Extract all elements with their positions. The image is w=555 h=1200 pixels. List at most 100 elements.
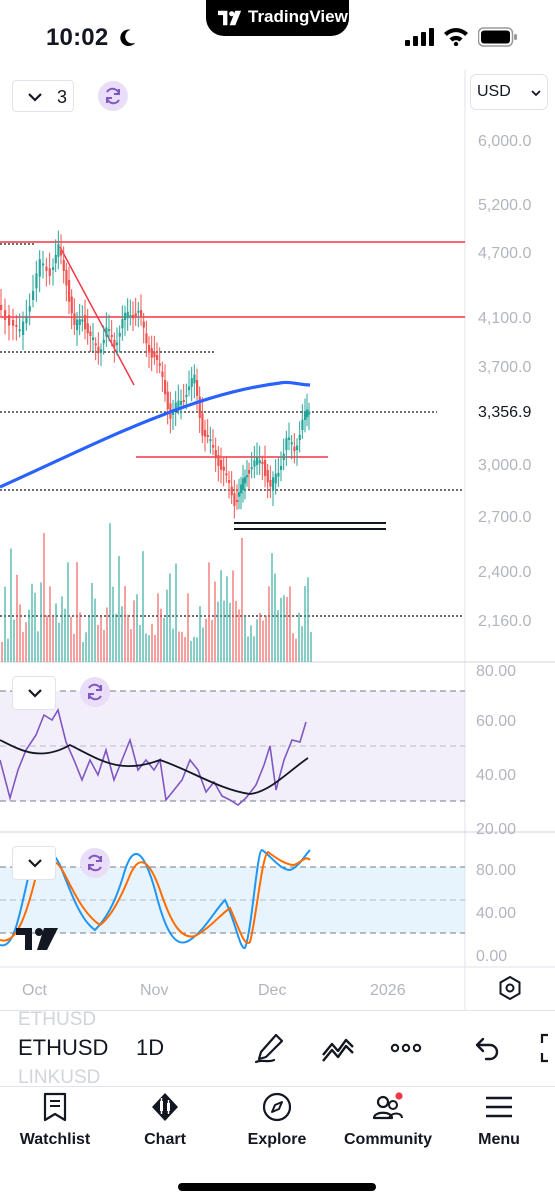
candle-body — [8, 315, 11, 326]
stoch-tick-label: 40.00 — [476, 905, 516, 922]
candle-body — [164, 380, 167, 395]
volume-bar — [49, 586, 51, 662]
pen-icon[interactable] — [252, 1031, 288, 1065]
battery-icon — [478, 27, 517, 47]
time-axis[interactable]: Oct Nov Dec 2026 — [22, 982, 406, 999]
candle-body — [45, 266, 48, 271]
volume-bar — [181, 631, 183, 662]
price-tick-label: 4,100.0 — [478, 310, 531, 327]
candle-body — [166, 391, 169, 410]
currency-select[interactable]: USD — [470, 74, 548, 110]
nav-chart[interactable]: Chart — [110, 1091, 220, 1161]
volume-bar — [280, 597, 282, 662]
price-axis[interactable]: 6,000.0 5,200.0 4,700.0 4,100.0 3,700.0 3,000… — [478, 133, 531, 630]
nav-label: Menu — [478, 1131, 520, 1148]
rsi-axis: 80.00 60.00 40.00 20.00 — [476, 663, 516, 838]
candle-body — [110, 335, 113, 337]
chevron-down-icon — [531, 90, 541, 97]
time-tick-label: Nov — [140, 982, 168, 999]
symbol-ghost-next[interactable]: LINKUSD — [18, 1067, 101, 1088]
wifi-icon — [444, 28, 468, 46]
chart-settings-hexagon-icon[interactable] — [496, 974, 524, 1002]
candle-body — [18, 329, 21, 332]
volume-bar — [151, 623, 153, 662]
candlesticks[interactable] — [0, 230, 311, 519]
rsi-tick-label: 60.00 — [476, 713, 516, 730]
price-tick-label: 5,200.0 — [478, 197, 531, 214]
volume-bar — [211, 619, 213, 662]
volume-bar — [91, 582, 93, 662]
indicator-icon[interactable] — [320, 1031, 356, 1065]
nav-explore[interactable]: Explore — [222, 1091, 332, 1161]
stoch-collapse-toggle[interactable] — [12, 846, 56, 880]
tradingview-logo-icon — [218, 10, 242, 26]
candle-body — [264, 460, 267, 476]
volume-bar — [196, 637, 198, 662]
volume-bar — [16, 574, 18, 662]
fullscreen-icon[interactable] — [532, 1031, 555, 1065]
price-tick-label: 3,000.0 — [478, 457, 531, 474]
app-pill-label: TradingView — [248, 7, 348, 26]
candle-body — [174, 402, 177, 412]
candle-body — [89, 331, 92, 337]
candle-body — [250, 467, 253, 470]
symbol-name[interactable]: ETHUSD — [18, 1035, 109, 1060]
candle-body — [280, 465, 283, 470]
interval-button[interactable]: 1D — [136, 1035, 165, 1060]
candle-body — [204, 430, 207, 437]
candle-body — [290, 442, 293, 445]
candle-body — [304, 412, 307, 420]
candle-body — [196, 380, 199, 396]
stoch-refresh-button[interactable] — [80, 848, 110, 878]
candle-body — [102, 339, 105, 344]
volume-bar — [307, 577, 309, 662]
candle-body — [134, 313, 137, 318]
indicator-collapse-toggle[interactable]: 3 — [12, 80, 74, 112]
candle-body — [132, 315, 135, 319]
nav-community[interactable]: Community — [333, 1091, 443, 1161]
price-tick-label: 3,700.0 — [478, 359, 531, 376]
volume-bar — [145, 633, 147, 662]
symbol-ghost-prev[interactable]: ETHUSD — [18, 1009, 97, 1030]
candle-body — [293, 446, 296, 452]
candle-body — [236, 500, 239, 502]
nav-menu[interactable]: Menu — [444, 1091, 554, 1161]
volume-bar — [238, 609, 240, 662]
nav-watchlist[interactable]: Watchlist — [0, 1091, 110, 1161]
price-tick-label: 4,700.0 — [478, 245, 531, 262]
undo-icon[interactable] — [468, 1031, 504, 1065]
rsi-refresh-button[interactable] — [80, 677, 110, 707]
candle-body — [156, 355, 159, 360]
volume-bar — [271, 553, 273, 662]
rsi-line — [0, 707, 307, 806]
chart-icon — [152, 1093, 178, 1121]
candle-body — [126, 311, 129, 319]
candle-body — [228, 480, 231, 483]
candle-body — [113, 340, 116, 347]
volume-bar — [46, 615, 48, 662]
candle-body — [308, 411, 311, 415]
refresh-button[interactable] — [98, 81, 128, 111]
volume-bar — [241, 537, 243, 662]
candle-body — [220, 460, 223, 470]
candle-body — [269, 480, 272, 487]
volume-bar — [94, 598, 96, 662]
volume-bar — [31, 583, 33, 662]
chart-canvas[interactable]: 6,000.0 5,200.0 4,700.0 4,100.0 3,700.0 3,000… — [0, 70, 555, 1030]
chart-area[interactable]: 6,000.0 5,200.0 4,700.0 4,100.0 3,700.0 3,000… — [0, 70, 555, 1030]
more-icon[interactable] — [388, 1031, 424, 1065]
rsi-collapse-toggle[interactable] — [12, 676, 56, 710]
trend-line[interactable] — [59, 246, 135, 386]
candle-body — [274, 473, 277, 484]
candle-body — [38, 259, 41, 277]
candle-body — [54, 254, 57, 264]
candle-body — [301, 419, 304, 430]
volume-bar — [28, 609, 30, 662]
volume-bar — [142, 551, 144, 662]
volume-bar — [265, 615, 267, 662]
volume-bar — [139, 625, 141, 662]
candle-body — [148, 345, 151, 353]
volume-bar — [58, 622, 60, 662]
candle-body — [242, 478, 245, 490]
refresh-icon — [106, 87, 120, 105]
